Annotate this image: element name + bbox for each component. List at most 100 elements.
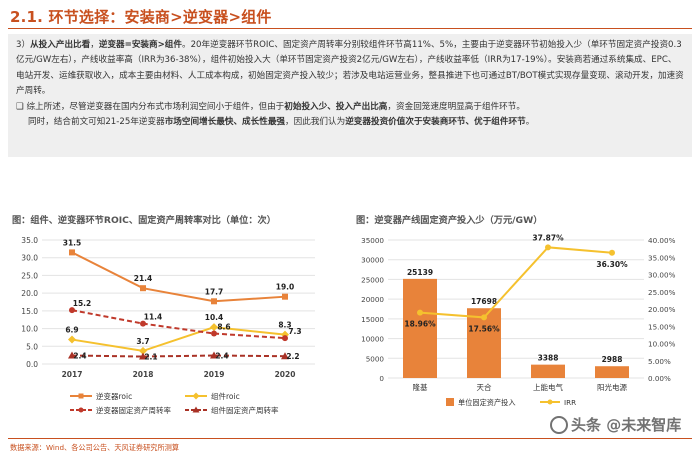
data-point — [210, 351, 218, 359]
x-tick-label: 2018 — [133, 370, 154, 379]
watermark: 头条 @未来智库 — [550, 414, 681, 435]
data-label: 15.2 — [73, 299, 92, 308]
data-label: 7.3 — [288, 327, 301, 336]
bar — [595, 366, 629, 378]
data-label: 2.4 — [73, 351, 86, 360]
data-point — [68, 335, 76, 344]
paragraph-investment: 同时，结合前文可知21-25年逆变器市场空间增长最快、成长性最强，因此我们认为逆… — [28, 117, 535, 128]
legend-marker — [192, 392, 200, 400]
data-label: 10.4 — [205, 313, 224, 322]
data-label: 11.4 — [144, 313, 163, 322]
legend-marker — [78, 393, 84, 399]
irr-label: 18.96% — [404, 320, 436, 329]
y-tick-label: 5000 — [366, 354, 385, 363]
y2-tick-label: 40.00% — [648, 236, 676, 245]
summary-textbox: 3）从投入产出比看，逆变器=安装商>组件。20年逆变器环节ROIC、固定资产周转… — [8, 34, 692, 157]
legend-marker — [547, 399, 553, 405]
right-chart-title: 图：逆变器产线固定资产投入少（万元/GW） — [356, 215, 543, 226]
data-point — [139, 352, 147, 360]
irr-label: 37.87% — [532, 233, 564, 242]
bar-value-label: 17698 — [471, 297, 497, 306]
y-tick-label: 35.0 — [21, 236, 38, 245]
y-tick-label: 25000 — [361, 275, 384, 284]
legend-label: 逆变器固定资产周转率 — [96, 405, 171, 415]
fixed-asset-bar-chart: 0 5000 10000 15000 20000 25000 30000 35000 0.00%… — [361, 233, 676, 407]
irr-label: 17.56% — [468, 324, 500, 333]
irr-label: 36.30% — [596, 260, 628, 269]
data-point — [210, 323, 218, 332]
data-point — [69, 249, 75, 256]
bar-value-label: 25139 — [407, 268, 433, 277]
data-label: 8.3 — [278, 321, 291, 330]
series-line — [71, 251, 286, 303]
irr-point — [545, 244, 551, 251]
data-point — [140, 320, 146, 327]
bar — [531, 364, 565, 378]
data-point — [211, 298, 217, 305]
data-label: 17.7 — [205, 287, 224, 296]
x-tick-label: 天合 — [477, 382, 492, 392]
y-tick-label: 30.0 — [21, 254, 38, 263]
footer-divider — [8, 438, 692, 439]
page-title: 2.1. 环节选择：安装商>逆变器>组件 — [10, 8, 272, 26]
legend-marker — [192, 406, 200, 413]
data-point — [282, 293, 288, 300]
y-tick-label: 15000 — [361, 315, 384, 324]
watermark-logo-icon — [550, 415, 568, 434]
data-point — [139, 346, 147, 355]
y-tick-label: 15.0 — [21, 307, 38, 316]
paragraph-roi: 3）从投入产出比看，逆变器=安装商>组件。20年逆变器环节ROIC、固定资产周转… — [16, 40, 684, 97]
legend-label: 单位固定资产投入 — [458, 398, 516, 407]
data-label: 2.4 — [215, 351, 228, 360]
y-tick-label: 35000 — [361, 236, 384, 245]
data-label: 3.7 — [136, 337, 149, 346]
y-tick-label: 0.0 — [26, 360, 38, 369]
data-label: 21.4 — [134, 274, 153, 283]
left-chart-title: 图：组件、逆变器环节ROIC、固定资产周转率对比（单位：次） — [12, 215, 276, 226]
y2-tick-label: 5.00% — [648, 357, 671, 366]
irr-line — [419, 246, 613, 319]
x-tick-label: 2019 — [204, 370, 225, 379]
x-tick-label: 隆基 — [413, 382, 428, 392]
bar — [403, 278, 437, 378]
x-tick-label: 上能电气 — [533, 382, 563, 392]
data-point — [281, 352, 289, 360]
irr-point — [609, 249, 615, 256]
data-point — [282, 335, 288, 342]
y2-tick-label: 35.00% — [648, 253, 676, 262]
data-label: 19.0 — [276, 283, 295, 292]
y-tick-label: 0 — [379, 374, 384, 383]
x-tick-label: 阳光电源 — [597, 382, 627, 392]
y-tick-label: 30000 — [361, 256, 384, 265]
data-point — [140, 285, 146, 292]
legend-swatch — [446, 398, 454, 406]
irr-point — [417, 309, 423, 316]
header-divider — [8, 28, 692, 29]
series-line — [71, 309, 286, 340]
data-label: 8.6 — [217, 323, 230, 332]
legend-marker — [78, 407, 84, 413]
bullet-square-icon: ❑ — [16, 101, 24, 112]
y-tick-label: 20.0 — [21, 289, 38, 298]
x-tick-label: 2017 — [62, 370, 83, 379]
data-point — [281, 330, 289, 339]
bar-value-label: 2988 — [602, 355, 623, 364]
data-label: 31.5 — [63, 238, 82, 247]
y2-tick-label: 30.00% — [648, 271, 676, 280]
y-tick-label: 20000 — [361, 295, 384, 304]
data-label: 2.1 — [144, 353, 157, 362]
roic-turnover-line-chart: 0.0 5.0 10.0 15.0 20.0 25.0 30.0 35.0 2017 2018 20… — [21, 236, 315, 415]
y-tick-label: 5.0 — [26, 342, 38, 351]
legend-label: 逆变器roic — [96, 391, 132, 401]
data-source: 数据来源：Wind、各公司公告、天风证券研究所测算 — [10, 443, 180, 452]
series-line — [71, 354, 286, 358]
data-point — [69, 307, 75, 314]
bar-value-label: 3388 — [538, 354, 559, 363]
y2-tick-label: 0.00% — [648, 374, 671, 383]
data-label: 2.2 — [286, 352, 299, 361]
legend-label: 组件固定资产周转率 — [211, 405, 279, 415]
irr-point — [481, 314, 487, 321]
y-tick-label: 10.0 — [21, 325, 38, 334]
data-point — [211, 330, 217, 337]
y2-tick-label: 20.00% — [648, 305, 676, 314]
